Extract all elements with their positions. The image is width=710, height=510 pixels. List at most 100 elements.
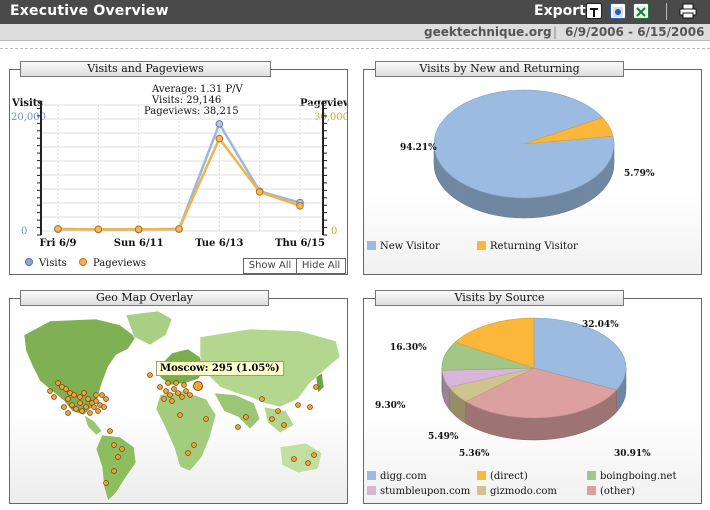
visitor-location-marker[interactable] xyxy=(111,468,117,474)
visitor-location-marker[interactable] xyxy=(87,410,93,416)
visitor-location-marker[interactable] xyxy=(85,396,91,402)
visitor-location-marker[interactable] xyxy=(119,446,125,452)
pie-slice-direct[interactable] xyxy=(454,317,535,369)
visitor-location-marker[interactable] xyxy=(69,402,75,408)
legend-other[interactable]: (other) xyxy=(587,486,635,497)
pie-slice-diggcom[interactable] xyxy=(533,317,627,391)
visitor-location-marker[interactable] xyxy=(63,386,69,392)
world-map[interactable] xyxy=(10,307,347,503)
legend-pageviews-marker[interactable] xyxy=(79,258,87,266)
visitor-location-marker[interactable] xyxy=(65,410,71,416)
visitor-location-marker[interactable] xyxy=(99,392,105,398)
point-pageviews[interactable] xyxy=(296,202,304,210)
new-returning-pie: 94.21% 5.79% xyxy=(400,89,655,219)
visitor-location-marker[interactable] xyxy=(171,386,177,392)
legend-gizmodo[interactable]: gizmodo.com xyxy=(477,486,557,497)
legend-swatch xyxy=(367,486,376,495)
point-pageviews[interactable] xyxy=(215,134,224,143)
print-icon[interactable] xyxy=(679,3,697,19)
pie-slice-returningvisitor[interactable] xyxy=(523,117,614,145)
visitor-location-markers[interactable] xyxy=(47,372,319,486)
point-visits[interactable] xyxy=(215,120,224,128)
legend-boingboing[interactable]: boingboing.net xyxy=(587,471,676,482)
legend-direct[interactable]: (direct) xyxy=(477,471,528,482)
page-title: Executive Overview xyxy=(10,3,169,19)
visitor-location-marker[interactable] xyxy=(295,402,301,408)
visitor-location-marker[interactable] xyxy=(115,454,121,460)
moscow-marker[interactable] xyxy=(193,381,203,391)
pie-slice-other[interactable] xyxy=(465,367,618,419)
visitor-location-marker[interactable] xyxy=(291,456,297,462)
show-all-button[interactable]: Show All xyxy=(243,258,297,274)
visitor-location-marker[interactable] xyxy=(163,388,169,394)
legend-new-visitor[interactable]: New Visitor xyxy=(367,241,440,252)
visitor-location-marker[interactable] xyxy=(157,384,163,390)
visitor-location-marker[interactable] xyxy=(77,394,83,400)
legend-returning-visitor[interactable]: Returning Visitor xyxy=(477,241,578,252)
visitor-location-marker[interactable] xyxy=(47,388,53,394)
legend-digg[interactable]: digg.com xyxy=(367,471,427,482)
point-pageviews[interactable] xyxy=(255,188,264,196)
visitor-location-marker[interactable] xyxy=(181,382,187,388)
visitor-location-marker[interactable] xyxy=(111,442,117,448)
pie-new-returning-slices xyxy=(433,89,615,219)
visitor-location-marker[interactable] xyxy=(275,408,281,414)
visitor-location-marker[interactable] xyxy=(281,422,287,428)
visitor-location-marker[interactable] xyxy=(81,390,87,396)
visitor-location-marker[interactable] xyxy=(311,452,317,458)
text-export-icon[interactable] xyxy=(586,3,602,19)
visitor-location-marker[interactable] xyxy=(167,392,173,398)
visitor-location-marker[interactable] xyxy=(305,460,311,466)
visitor-location-marker[interactable] xyxy=(107,428,113,434)
point-pageviews[interactable] xyxy=(94,225,103,234)
visitor-location-marker[interactable] xyxy=(95,408,101,414)
point-pageviews[interactable] xyxy=(54,225,62,233)
visitor-location-marker[interactable] xyxy=(83,404,89,410)
visitor-location-marker[interactable] xyxy=(61,404,67,410)
visitor-location-marker[interactable] xyxy=(203,416,209,422)
visitor-location-marker[interactable] xyxy=(187,392,193,398)
legend-visits-label[interactable]: Visits xyxy=(38,258,67,269)
visitor-location-marker[interactable] xyxy=(177,412,183,418)
visitor-location-marker[interactable] xyxy=(79,408,85,414)
visitor-location-marker[interactable] xyxy=(313,384,319,390)
visitor-location-marker[interactable] xyxy=(185,450,191,456)
pct-direct: 16.30% xyxy=(390,343,427,353)
visitor-location-marker[interactable] xyxy=(179,394,185,400)
visitor-location-marker[interactable] xyxy=(235,424,241,430)
visitor-location-marker[interactable] xyxy=(165,380,171,386)
visitor-location-marker[interactable] xyxy=(243,414,249,420)
visitor-location-marker[interactable] xyxy=(173,380,179,386)
visitor-location-marker[interactable] xyxy=(51,394,57,400)
visitor-location-marker[interactable] xyxy=(169,398,175,404)
visitor-location-marker[interactable] xyxy=(103,396,109,402)
visitor-location-marker[interactable] xyxy=(93,398,99,404)
visitor-location-marker[interactable] xyxy=(259,396,265,402)
visitor-location-marker[interactable] xyxy=(147,372,153,378)
xml-export-icon[interactable] xyxy=(610,3,626,19)
visitor-location-marker[interactable] xyxy=(161,396,167,402)
visitor-location-marker[interactable] xyxy=(91,404,97,410)
legend-stumbleupon[interactable]: stumbleupon.com xyxy=(367,486,470,497)
visitor-location-marker[interactable] xyxy=(71,392,77,398)
visitor-location-marker[interactable] xyxy=(191,442,197,448)
visitor-location-marker[interactable] xyxy=(269,416,275,422)
visitor-location-marker[interactable] xyxy=(55,380,61,386)
visitor-location-marker[interactable] xyxy=(101,404,107,410)
visitor-location-marker[interactable] xyxy=(65,396,71,402)
visitor-location-marker[interactable] xyxy=(73,406,79,412)
legend-pageviews-label[interactable]: Pageviews xyxy=(93,258,146,269)
excel-export-icon[interactable] xyxy=(633,3,649,19)
right-axis-min: 0 xyxy=(331,226,337,237)
visitor-location-marker[interactable] xyxy=(77,400,83,406)
visitor-location-marker[interactable] xyxy=(103,480,109,486)
point-pageviews[interactable] xyxy=(134,225,143,234)
legend-visits-marker[interactable] xyxy=(25,258,33,266)
visitor-location-marker[interactable] xyxy=(307,404,313,410)
hide-all-button[interactable]: Hide All xyxy=(296,258,346,274)
point-pageviews[interactable] xyxy=(175,225,183,233)
visitor-location-marker[interactable] xyxy=(175,390,181,396)
visitor-location-marker[interactable] xyxy=(93,392,99,398)
date-range[interactable]: 6/9/2006 - 6/15/2006 xyxy=(565,25,705,39)
visitor-location-marker[interactable] xyxy=(183,388,189,394)
